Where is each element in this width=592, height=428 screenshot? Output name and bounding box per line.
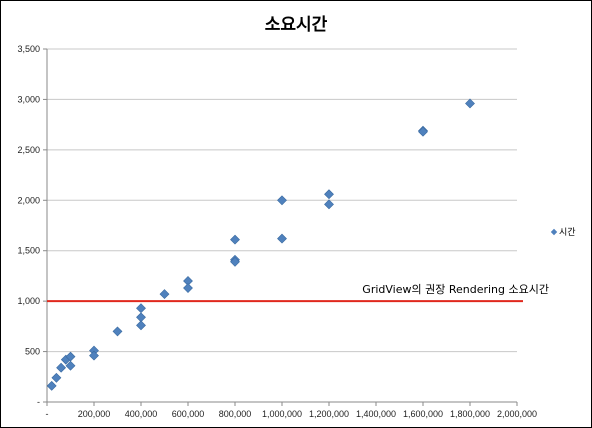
data-point <box>230 234 240 245</box>
data-point <box>112 326 123 337</box>
x-tick-label: - <box>46 409 49 419</box>
y-tick-label: 3,000 <box>17 94 40 104</box>
data-point <box>136 320 146 331</box>
x-tick-label: 1,000,000 <box>262 409 302 419</box>
data-point <box>183 283 193 293</box>
y-tick-label: 1,000 <box>17 296 40 306</box>
y-tick-label: 500 <box>25 347 40 357</box>
x-tick-label: 1,800,000 <box>450 409 490 419</box>
legend: 시간 <box>550 227 576 238</box>
data-point <box>324 189 334 200</box>
legend-marker-diamond <box>550 228 558 236</box>
x-tick-label: 800,000 <box>219 409 252 419</box>
x-tick-label: 1,200,000 <box>309 409 349 419</box>
x-tick-label: 1,600,000 <box>403 409 443 419</box>
data-point <box>46 380 57 391</box>
data-points <box>46 98 475 391</box>
reference-line-label: GridView의 권장 Rendering 소요시간 <box>362 283 549 296</box>
data-point <box>136 303 146 314</box>
y-tick-label: - <box>37 397 40 407</box>
data-point <box>465 98 475 109</box>
y-tick-labels: - 500 1,000 1,500 2,000 2,500 3,000 3,500 <box>17 44 40 407</box>
data-point <box>277 195 287 206</box>
x-tick-label: 400,000 <box>125 409 158 419</box>
y-tick-label: 3,500 <box>17 44 40 54</box>
y-tick-label: 1,500 <box>17 246 40 256</box>
axes <box>43 48 518 406</box>
data-point <box>324 199 334 210</box>
data-point <box>159 289 170 300</box>
data-point <box>418 126 428 137</box>
y-tick-label: 2,000 <box>17 195 40 205</box>
x-tick-label: 2,000,000 <box>497 409 537 419</box>
data-point <box>89 350 99 361</box>
y-tick-label: 2,500 <box>17 145 40 155</box>
data-point <box>65 360 76 371</box>
data-point <box>51 372 62 383</box>
x-tick-label: 1,400,000 <box>356 409 396 419</box>
data-point <box>277 233 287 244</box>
reference-line-group: GridView의 권장 Rendering 소요시간 <box>47 283 549 303</box>
data-point <box>230 256 240 267</box>
chart-title: 소요시간 <box>265 15 328 35</box>
x-tick-label: 600,000 <box>172 409 205 419</box>
data-point <box>56 362 67 373</box>
x-tick-labels: - 200,000 400,000 600,000 800,000 1,000,000 1,… <box>46 409 538 419</box>
legend-label: 시간 <box>559 227 576 238</box>
x-tick-label: 200,000 <box>78 409 111 419</box>
